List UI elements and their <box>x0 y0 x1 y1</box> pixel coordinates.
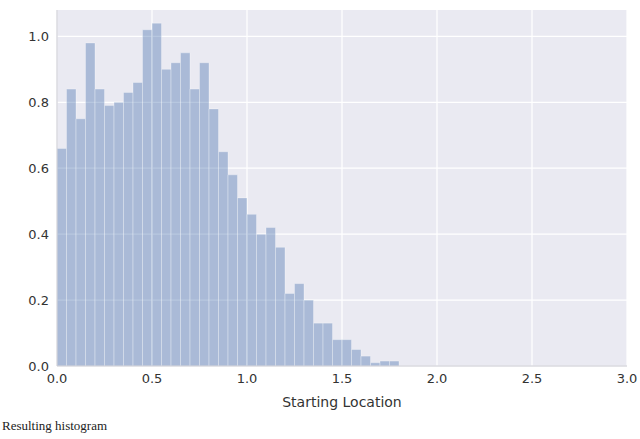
svg-text:3.0: 3.0 <box>617 371 632 386</box>
svg-text:1.0: 1.0 <box>237 371 258 386</box>
svg-text:2.5: 2.5 <box>522 371 543 386</box>
svg-text:0.5: 0.5 <box>142 371 163 386</box>
svg-text:0.2: 0.2 <box>28 293 49 308</box>
html-text:Resulting histogram: Resulting histogram <box>2 418 108 433</box>
svg-text:Starting Location: Starting Location <box>282 394 402 410</box>
svg-text:0.8: 0.8 <box>28 95 49 110</box>
svg-text:0.0: 0.0 <box>47 371 68 386</box>
svg-text:0.0: 0.0 <box>28 359 49 374</box>
svg-text:0.4: 0.4 <box>28 227 49 242</box>
svg-text:1.0: 1.0 <box>28 29 49 44</box>
svg-text:2.0: 2.0 <box>427 371 448 386</box>
svg-text:1.5: 1.5 <box>332 371 353 386</box>
svg-text:0.6: 0.6 <box>28 161 49 176</box>
